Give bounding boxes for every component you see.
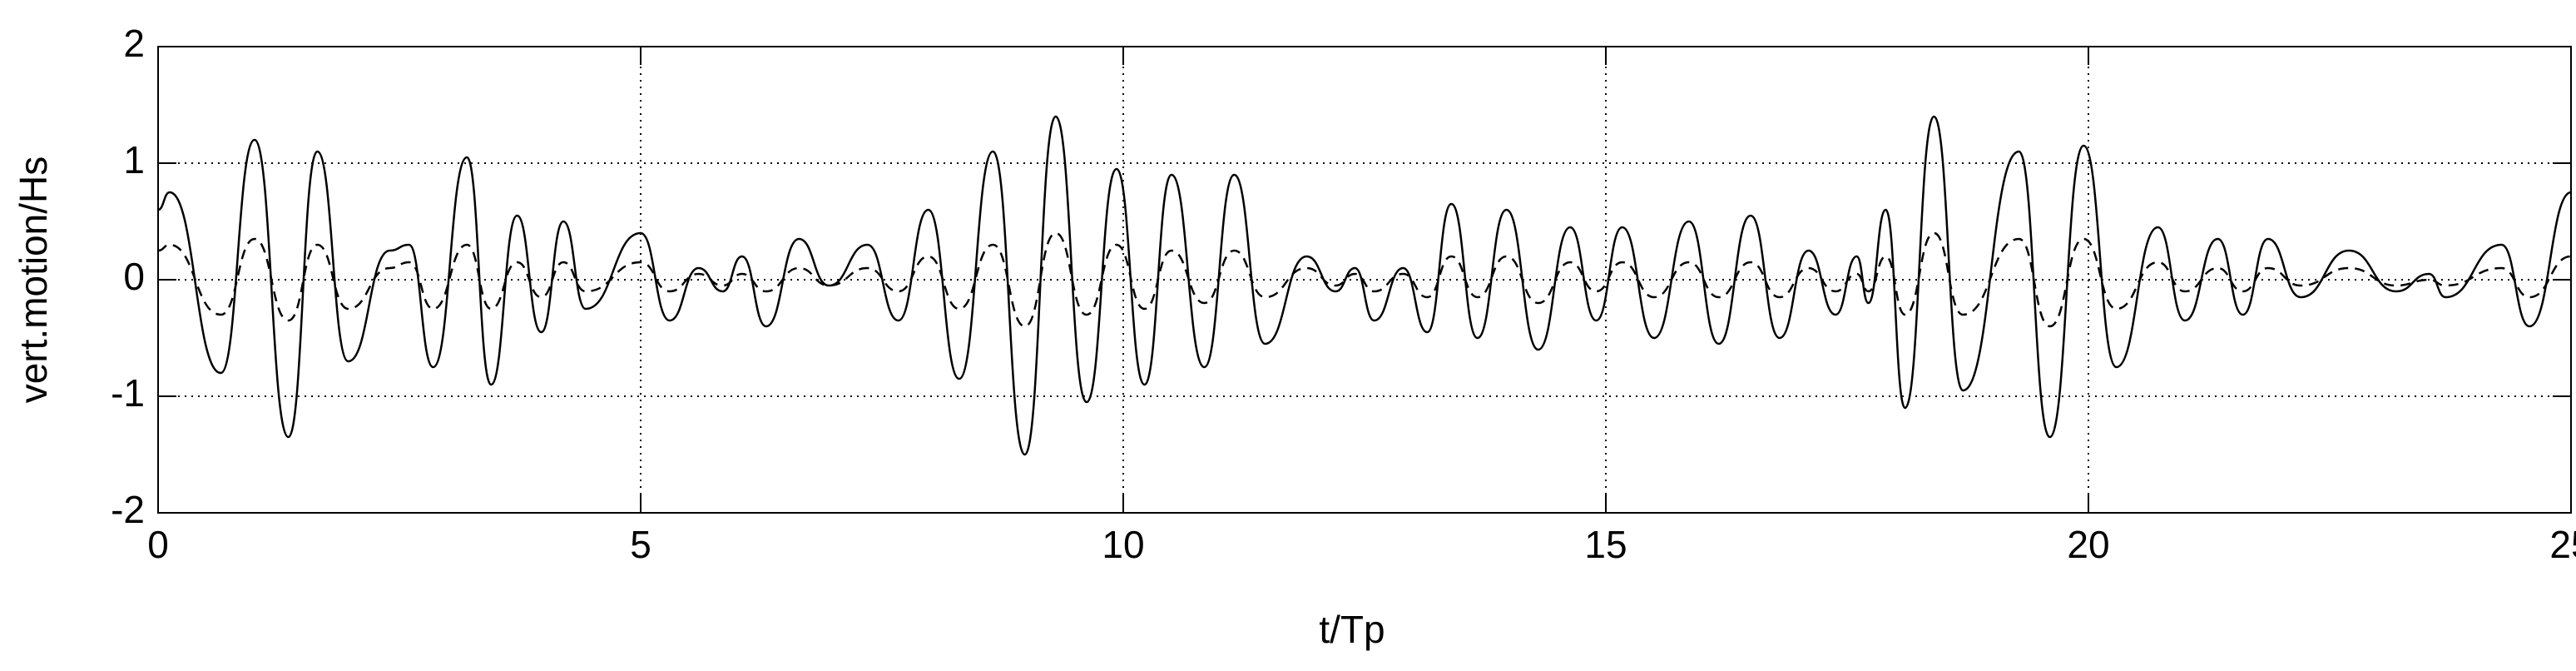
x-tick-label: 15: [1584, 523, 1627, 566]
x-tick-label: 10: [1102, 523, 1144, 566]
y-tick-label: -2: [111, 488, 145, 531]
y-tick-label: -1: [111, 371, 145, 415]
x-axis-label: t/Tp: [1319, 608, 1385, 651]
plot-frame: [157, 46, 2572, 514]
y-tick-label: 2: [123, 22, 145, 65]
x-tick-label: 5: [630, 523, 651, 566]
y-axis-label: vert.motion/Hs: [12, 157, 55, 404]
data-line: [157, 115, 2572, 456]
x-tick-label: 20: [2067, 523, 2109, 566]
y-tick-label: 1: [123, 138, 145, 181]
x-tick-label: 25: [2549, 523, 2576, 566]
y-tick-label: 0: [123, 255, 145, 298]
x-tick-label: 0: [147, 523, 169, 566]
